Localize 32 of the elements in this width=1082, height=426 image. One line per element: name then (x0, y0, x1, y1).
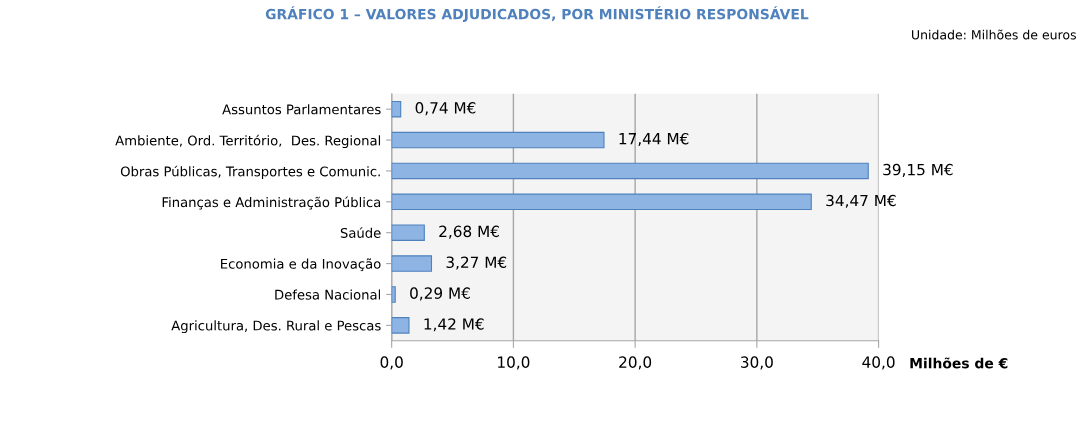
data-label: 1,42 M€ (424, 318, 484, 332)
bar (391, 224, 425, 241)
x-tick-label: 40,0 (862, 356, 895, 370)
y-tick-label: Agricultura, Des. Rural e Pescas (171, 320, 381, 334)
x-tick-label: 0,0 (380, 356, 403, 370)
bar (391, 286, 396, 303)
y-tick-label: Economia e da Inovação (221, 258, 381, 272)
x-tick-label: 20,0 (619, 356, 652, 370)
x-tick-label: 30,0 (741, 356, 773, 370)
y-tick-label: Defesa Nacional (275, 289, 381, 300)
y-tick-label: Saúde (340, 227, 381, 238)
y-tick-label: Finanças e Administração Pública (162, 196, 381, 210)
y-tick-label: Obras Públicas, Transportes e Comunic. (120, 165, 380, 179)
data-label: 0,29 M€ (410, 287, 470, 301)
x-axis-title: Milhões de € (910, 357, 1008, 369)
bar (391, 193, 812, 211)
bar (391, 100, 402, 118)
chart-title: GRÁFICO 1 – VALORES ADJUDICADOS, POR MINISTÉRIO RESPONSÁVEL (265, 6, 809, 22)
text: Unidade: Milhões de euros (912, 29, 1076, 40)
bar (391, 255, 433, 272)
data-label: 39,15 M€ (883, 163, 953, 177)
data-label: 34,47 M€ (826, 194, 896, 208)
y-tick-label: Ambiente, Ord. Território, Des. Regional (115, 134, 381, 149)
y-tick-label: Assuntos Parlamentares (222, 104, 381, 115)
bar (391, 162, 869, 180)
bar (391, 317, 410, 334)
data-label: 3,27 M€ (446, 256, 507, 270)
data-label: 17,44 M€ (619, 132, 689, 147)
data-label: 0,74 M€ (415, 102, 476, 116)
x-tick-label: 10,0 (498, 356, 530, 370)
data-label: 2,68 M€ (439, 225, 499, 239)
bar (391, 131, 605, 149)
